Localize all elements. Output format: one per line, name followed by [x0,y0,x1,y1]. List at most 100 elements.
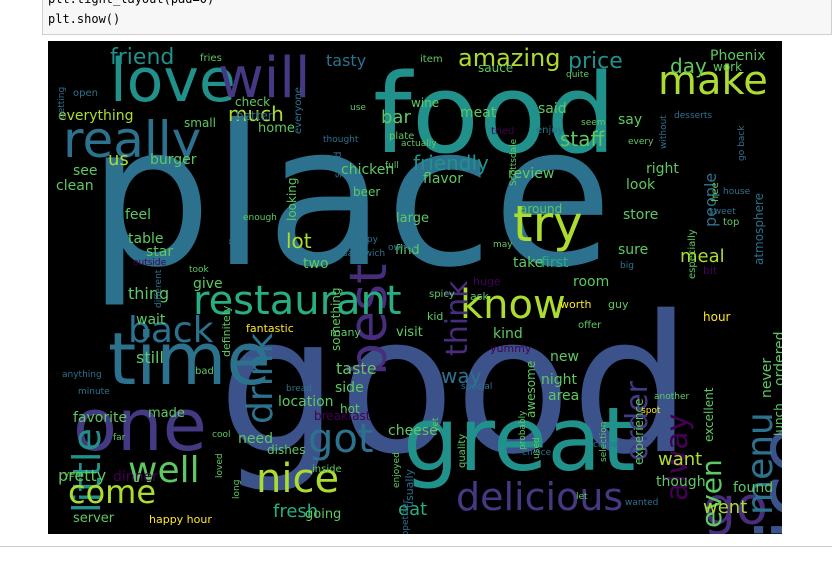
word-table: table [128,231,164,247]
code-cell[interactable]: plt.tight_layout(pad=0) plt.show() [42,0,832,35]
word-us: us [108,149,129,170]
word-find: find [395,243,420,258]
word-plate: plate [389,131,415,142]
word-made: made [148,406,185,421]
word-enjoy: enjoy [536,125,564,136]
word-wait: wait [136,312,166,328]
word-tried: tried [491,126,515,137]
word-never: never [759,357,775,398]
word-special: special [461,382,493,392]
word-free: free [710,182,721,202]
word-will: will [218,46,311,111]
word-star: star [146,244,174,260]
word-sauce: sauce [478,61,514,75]
word-bit: bit [703,264,718,277]
word-see: see [73,163,98,179]
word-worth: worth [560,298,592,311]
word-minute: minute [78,387,110,397]
word-year: year [64,470,85,480]
word-delicious: delicious [456,475,624,519]
word-actually: actually [401,139,437,149]
word-great: great [403,388,636,491]
word-visit: visit [396,325,423,340]
word-got: got [308,416,374,462]
wordcloud-image: placegoodfoodgreatserviceonetimelovewill… [48,41,782,534]
word-though: though [656,474,706,490]
word-breakfast: breakfast [314,409,371,423]
word-enough: enough [243,213,277,223]
word-tasty: tasty [326,51,367,70]
word-favorite: favorite [73,410,128,426]
code-line-tight-layout: plt.tight_layout(pad=0) [48,0,214,6]
word-coffee: coffee [229,228,239,257]
word-price: price [568,49,623,74]
word-choice: choice [522,448,552,458]
word-beer: beer [353,185,381,199]
word-go-back: go back [737,125,747,161]
word-spicy: spicy [429,289,455,300]
word-usually: usually [403,469,416,509]
word-without: without [659,114,669,149]
word-spot: spot [641,406,661,416]
word-food: food [373,50,617,178]
word-need: need [238,431,273,447]
word-feel: feel [125,207,152,223]
word-quite: quite [566,70,589,80]
word-open: open [73,88,98,99]
word-everything: everything [58,108,134,124]
word-far: far [113,433,126,443]
word-wanted: wanted [625,498,659,508]
word-ask: ask [470,290,489,303]
word-friend: friend [110,45,175,70]
word-restaurant: restaurant [193,278,402,324]
word-night: night [541,372,578,388]
word-take: take [513,255,544,271]
word-meat: meat [460,105,497,121]
word-different: different [154,269,164,308]
word-said: said [538,101,567,117]
word-try: try [513,195,583,253]
word-looking: looking [285,177,299,222]
word-right: right [646,161,679,177]
word-work: work [713,60,743,74]
word-staff: staff [560,127,605,151]
word-eat: eat [398,499,428,520]
word-definitely: definitely [220,305,233,357]
word-place: place [88,83,613,310]
word-inside: inside [312,464,342,475]
word-pretty: pretty [58,466,107,485]
word-time: time [108,317,271,401]
word-store: store [623,207,659,223]
word-friendly: friendly [413,151,489,175]
word-cool: cool [212,430,231,440]
word-back: back [128,310,214,351]
word-guy: guy [608,298,629,311]
word-taste: taste [336,359,377,378]
word-two: two [303,256,329,272]
word-lunch: lunch [772,403,782,436]
word-outside: outside [133,258,167,268]
word-dishes: dishes [267,443,306,457]
word-make: make [658,58,768,104]
word-lot: lot [286,229,312,253]
word-much: much [228,102,284,126]
word-hot: hot [340,402,360,416]
word-fresh: fresh [273,501,319,522]
word-everyone: everyone [293,87,304,134]
word-know: know [460,282,566,328]
word-town: town [243,355,268,366]
word-chicken: chicken [341,162,395,178]
word-day: day [670,54,707,78]
word-every: every [628,137,654,147]
word-especially: especially [687,229,698,279]
word-something: something [329,287,343,351]
word-huge: huge [473,275,501,288]
word-enjoyed: enjoyed [392,451,402,488]
word-found: found [733,480,774,496]
word-new: new [550,349,579,365]
word-sandwich: sandwich [343,249,386,259]
word-bar: bar [381,107,411,128]
word-many: many [330,326,361,339]
word-area: area [548,388,580,404]
cell-divider [0,546,832,547]
